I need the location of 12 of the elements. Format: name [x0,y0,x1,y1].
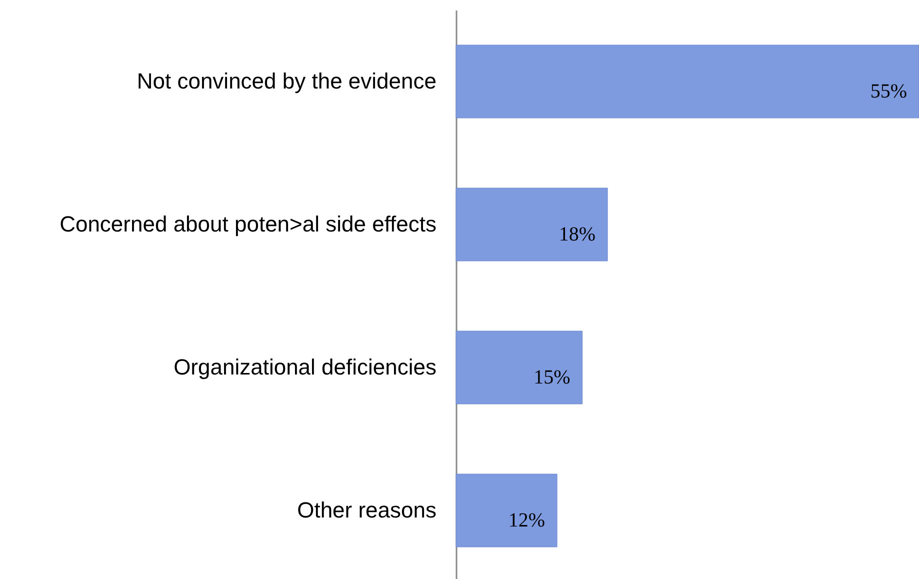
data-label: 18% [558,224,596,246]
y-tick-label: Organizational deficiencies [174,354,436,380]
y-tick-label: Other reasons [297,498,436,522]
bar [456,474,558,548]
data-label: 15% [534,366,570,388]
bar [456,188,608,262]
bar [456,330,583,404]
data-label: 55% [870,80,907,102]
y-tick-label: Concerned about poten>al side effects [60,212,436,236]
y-tick-label: Not convinced by the evidence [136,68,436,94]
data-label: 12% [508,510,546,532]
bar [456,44,919,118]
